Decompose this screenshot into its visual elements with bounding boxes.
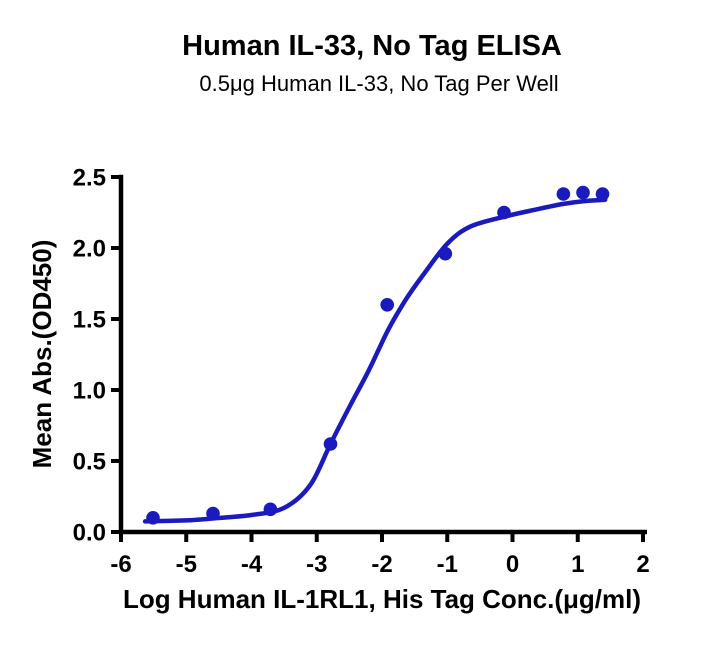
x-tick-label: -6 [110, 551, 131, 578]
x-tick-label: -4 [241, 551, 263, 578]
figure-subtitle: 0.5μg Human IL-33, No Tag Per Well [199, 71, 558, 96]
x-tick-label: -3 [306, 551, 327, 578]
data-point [380, 298, 395, 312]
y-tick-label: 2.5 [73, 165, 106, 192]
data-point [576, 185, 590, 200]
fit-curve [142, 197, 608, 524]
y-tick-label: 1.0 [73, 378, 106, 405]
x-tick-label: -5 [176, 551, 197, 578]
y-tick-label: 0.0 [73, 520, 106, 547]
x-tick-label: 0 [506, 551, 519, 578]
y-tick-label: 1.5 [73, 307, 106, 334]
data-point [556, 187, 571, 201]
x-tick-label: 1 [571, 551, 584, 578]
y-tick-label: 0.5 [73, 449, 106, 476]
x-tick-label: 2 [636, 551, 649, 578]
x-tick-label: -1 [437, 551, 458, 578]
plot-series [142, 185, 610, 525]
figure-title: Human IL-33, No Tag ELISA [182, 30, 562, 62]
data-point [595, 187, 610, 201]
y-axis-title: Mean Abs.(OD450) [27, 240, 57, 469]
x-axis-title: Log Human IL-1RL1, His Tag Conc.(μg/ml) [123, 584, 641, 614]
y-tick-label: 2.0 [73, 236, 106, 263]
x-tick-label: -2 [371, 551, 392, 578]
axes: -6 -5 -4 -3 -2 -1 0 1 2 0.0 0.5 1.0 1.5 2.0 2.5 [73, 165, 650, 579]
